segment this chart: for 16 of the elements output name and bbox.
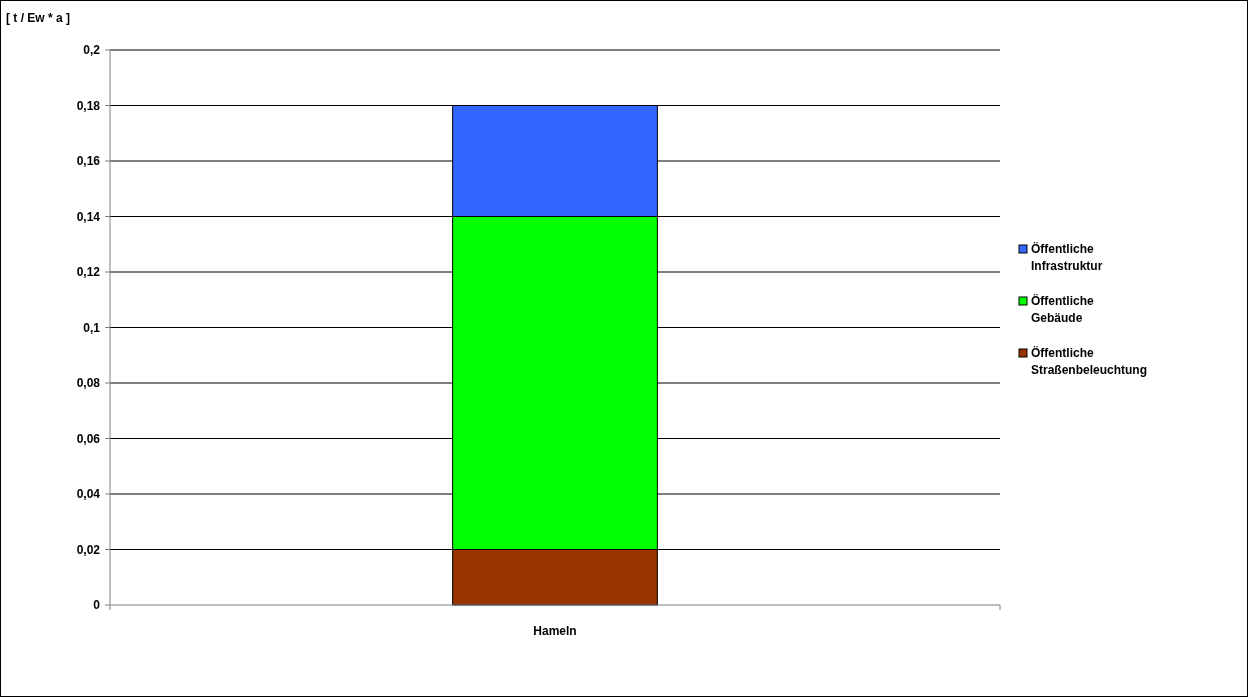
y-tick-label: 0,02 <box>76 542 101 557</box>
y-tick-label: 0,14 <box>76 209 101 224</box>
y-tick-label: 0,12 <box>76 265 101 280</box>
y-tick-label: 0,1 <box>83 320 101 335</box>
y-tick-label: 0,04 <box>76 487 101 502</box>
y-tick-label: 0,08 <box>76 376 101 391</box>
y-tick-label: 0,16 <box>76 154 101 169</box>
y-tick-label: 0,2 <box>83 43 101 58</box>
y-tick-label: 0,06 <box>76 431 101 446</box>
legend-label: Öffentliche Infrastruktur <box>1031 241 1103 273</box>
legend-label: Öffentliche Gebäude <box>1031 293 1094 325</box>
y-tick-label: 0 <box>93 598 101 613</box>
y-axis-title: [ t / Ew * a ] <box>6 11 71 25</box>
legend-label: Öffentliche Straßenbeleuchtung <box>1031 345 1148 377</box>
x-tick-label: Hameln <box>533 624 577 638</box>
y-tick-label: 0,18 <box>76 98 101 113</box>
